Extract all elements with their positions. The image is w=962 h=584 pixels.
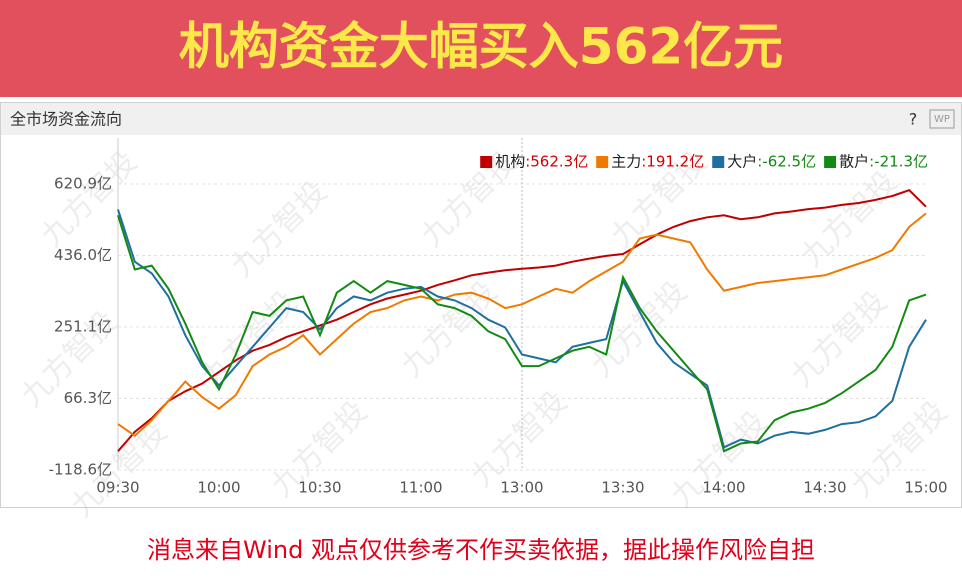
- x-tick-label: 14:30: [803, 479, 846, 497]
- badge[interactable]: WP: [934, 114, 950, 125]
- legend-swatch: [596, 156, 609, 168]
- panel-header: [1, 103, 961, 135]
- badge-box: [929, 109, 955, 129]
- y-tick-label: -118.6亿: [49, 461, 112, 479]
- legend-value: :191.2亿: [641, 153, 704, 171]
- legend-swatch: [824, 156, 837, 168]
- legend-value: :-62.5亿: [757, 153, 816, 171]
- x-tick-label: 10:00: [197, 479, 240, 497]
- x-tick-label: 14:00: [702, 479, 745, 497]
- y-tick-label: 436.0亿: [54, 246, 112, 264]
- legend-value: :562.3亿: [525, 153, 588, 171]
- legend-swatch: [480, 156, 493, 168]
- panel: [0, 102, 962, 508]
- banner-title: 机构资金大幅买入562亿元: [179, 18, 783, 76]
- legend: 机构:562.3亿 主力:191.2亿 大户:-62.5亿 散户:-21.3亿: [480, 153, 928, 171]
- series-line: [117, 212, 927, 437]
- series-line: [117, 189, 927, 452]
- help-icon[interactable]: ?: [909, 110, 918, 129]
- legend-value: :-21.3亿: [869, 153, 928, 171]
- legend-name: 散户: [839, 153, 869, 171]
- y-tick-label: 251.1亿: [54, 318, 112, 336]
- legend-name: 机构: [495, 153, 525, 171]
- x-tick-label: 10:30: [298, 479, 341, 497]
- series-line: [117, 209, 927, 449]
- x-tick-label: 11:00: [399, 479, 442, 497]
- legend-name: 主力: [611, 153, 641, 171]
- y-tick-label: 620.9亿: [54, 175, 112, 193]
- series-line: [117, 215, 927, 453]
- footer-text: 消息来自Wind 观点仅供参考不作买卖依据，据此操作风险自担: [147, 536, 815, 564]
- plot: -118.6亿 66.3亿 251.1亿 436.0亿 620.9亿 09:30 10:00…: [49, 138, 948, 497]
- y-tick-label: 66.3亿: [64, 389, 112, 407]
- legend-name: 大户: [727, 153, 757, 171]
- x-tick-label: 13:30: [601, 479, 644, 497]
- x-tick-label: 13:00: [500, 479, 543, 497]
- panel-title: 全市场资金流向: [10, 110, 122, 129]
- x-tick-label: 15:00: [904, 479, 947, 497]
- x-tick-label: 09:30: [96, 479, 139, 497]
- banner: [0, 0, 962, 97]
- legend-swatch: [712, 156, 725, 168]
